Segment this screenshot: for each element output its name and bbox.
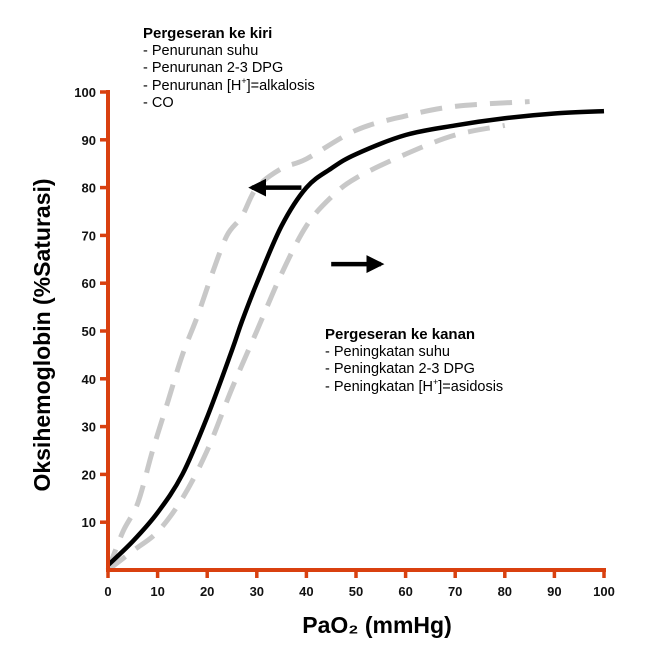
x-tick-label-70: 70 — [448, 584, 462, 599]
right-shift-item-dpg: - Peningkatan 2-3 DPG — [325, 361, 475, 377]
x-tick-label-90: 90 — [547, 584, 561, 599]
arrows-layer — [248, 178, 385, 274]
curves-layer — [105, 99, 605, 572]
right-shift-hydrogen-suffix: ]=asidosis — [438, 378, 504, 395]
right-shift-hydrogen-prefix: - Peningkatan [H — [325, 378, 434, 395]
y-tick-label-20: 20 — [82, 467, 96, 482]
y-tick-label-50: 50 — [82, 324, 96, 339]
tick-labels-layer: 10 20 30 40 50 60 70 80 90 100 0 10 20 30 40 50 60 70 80 90… — [74, 85, 615, 599]
y-tick-label-80: 80 — [82, 181, 96, 196]
shifted-curve-1 — [105, 99, 530, 571]
y-axis-label: Oksihemoglobin (%Saturasi) — [29, 178, 55, 491]
left-shift-item-co: - CO — [143, 95, 174, 111]
x-tick-label-60: 60 — [398, 584, 412, 599]
x-tick-label-10: 10 — [150, 584, 164, 599]
y-tick-label-10: 10 — [82, 515, 96, 530]
x-tick-label-40: 40 — [299, 584, 313, 599]
right-shift-item-temperature: - Peningkatan suhu — [325, 343, 450, 360]
y-tick-label-100: 100 — [74, 85, 96, 100]
y-tick-label-70: 70 — [82, 228, 96, 243]
left-shift-heading: Pergeseran ke kiri — [143, 25, 273, 42]
x-tick-label-30: 30 — [250, 584, 264, 599]
left-shift-hydrogen-prefix: - Penurunan [H — [143, 77, 242, 94]
y-tick-label-60: 60 — [82, 276, 96, 291]
x-axis-label: PaO₂ (mmHg) — [302, 612, 452, 638]
left-shift-item-temperature: - Penurunan suhu — [143, 42, 259, 59]
normal-curve — [106, 108, 605, 567]
right-shift-annotation: Pergeseran ke kanan - Peningkatan suhu -… — [325, 326, 503, 396]
left-shift-annotation: Pergeseran ke kiri - Penurunan suhu - Pe… — [143, 25, 315, 113]
left-shift-hydrogen-suffix: ]=alkalosis — [246, 77, 315, 94]
left-shift-hydrogen-superscript: + — [241, 75, 247, 86]
right-shift-item-hydrogen: - Peningkatan [H+]=asidosis — [325, 376, 504, 397]
right-shift-heading: Pergeseran ke kanan — [325, 326, 476, 343]
axes-layer — [100, 90, 606, 578]
left-shift-item-hydrogen: - Penurunan [H+]=alkalosis — [143, 75, 315, 96]
shifted-curve-2 — [106, 123, 506, 572]
y-tick-label-90: 90 — [82, 133, 96, 148]
right-shift-hydrogen-superscript: + — [433, 376, 439, 387]
x-tick-label-20: 20 — [200, 584, 214, 599]
x-tick-label-50: 50 — [349, 584, 363, 599]
x-tick-label-80: 80 — [498, 584, 512, 599]
y-tick-label-30: 30 — [82, 420, 96, 435]
x-tick-label-100: 100 — [593, 584, 615, 599]
x-tick-label-0: 0 — [104, 584, 111, 599]
y-tick-label-40: 40 — [82, 372, 96, 387]
left-shift-item-dpg: - Penurunan 2-3 DPG — [143, 60, 284, 76]
